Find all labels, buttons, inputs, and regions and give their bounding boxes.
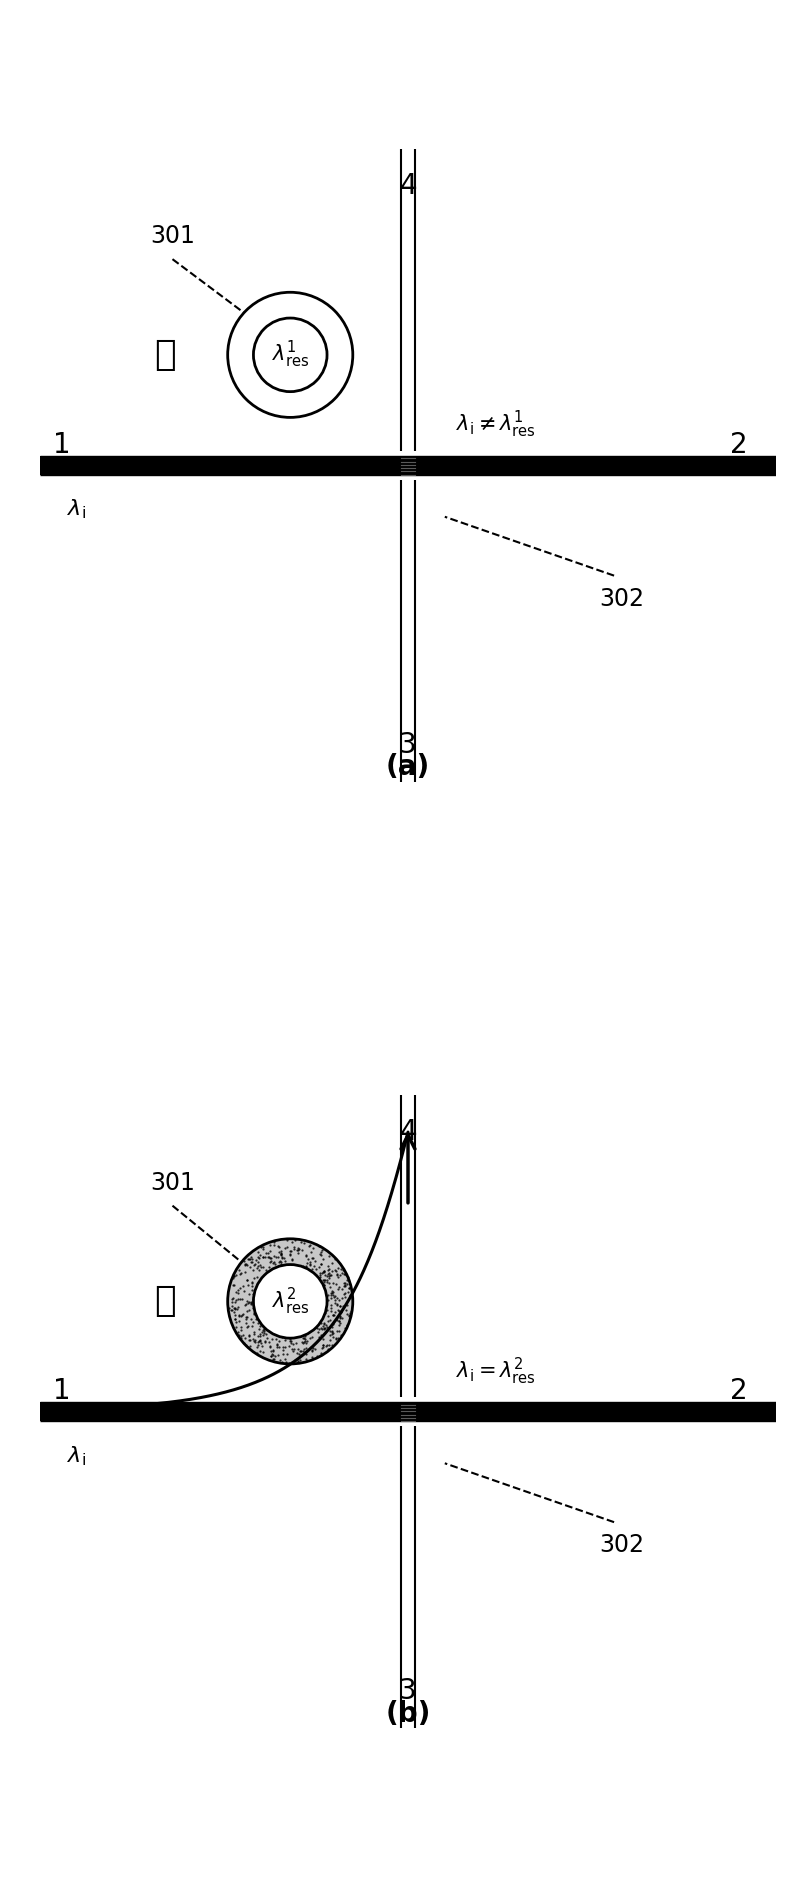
Text: 3: 3	[399, 1678, 417, 1706]
Text: 1: 1	[54, 430, 71, 458]
Text: 4: 4	[399, 171, 417, 199]
Text: 2: 2	[730, 1378, 748, 1406]
Text: $\lambda_{\mathrm{i}}$: $\lambda_{\mathrm{i}}$	[67, 1443, 86, 1468]
Circle shape	[254, 1265, 327, 1338]
Text: (a): (a)	[386, 753, 430, 781]
Text: 302: 302	[599, 588, 644, 610]
Text: 关: 关	[154, 338, 176, 372]
Circle shape	[254, 317, 327, 392]
Text: 301: 301	[150, 1171, 195, 1194]
Text: $\lambda_{\mathrm{i}}$: $\lambda_{\mathrm{i}}$	[67, 497, 86, 522]
Text: 1: 1	[54, 1378, 71, 1406]
Text: $\lambda_{\mathrm{i}} = \lambda^2_{\mathrm{res}}$: $\lambda_{\mathrm{i}} = \lambda^2_{\math…	[456, 1355, 536, 1387]
Text: $\lambda_{\mathrm{i}} \neq \lambda^1_{\mathrm{res}}$: $\lambda_{\mathrm{i}} \neq \lambda^1_{\m…	[456, 409, 536, 441]
Text: (b): (b)	[386, 1699, 430, 1727]
Circle shape	[228, 1239, 353, 1365]
Text: $\lambda^1_{\mathrm{res}}$: $\lambda^1_{\mathrm{res}}$	[271, 340, 309, 370]
Text: 开: 开	[154, 1284, 176, 1318]
Text: 3: 3	[399, 730, 417, 758]
Circle shape	[228, 293, 353, 417]
Text: 4: 4	[399, 1119, 417, 1147]
Text: 302: 302	[599, 1534, 644, 1558]
Text: $\lambda^2_{\mathrm{res}}$: $\lambda^2_{\mathrm{res}}$	[271, 1286, 309, 1318]
Text: 301: 301	[150, 223, 195, 248]
Text: 2: 2	[730, 430, 748, 458]
